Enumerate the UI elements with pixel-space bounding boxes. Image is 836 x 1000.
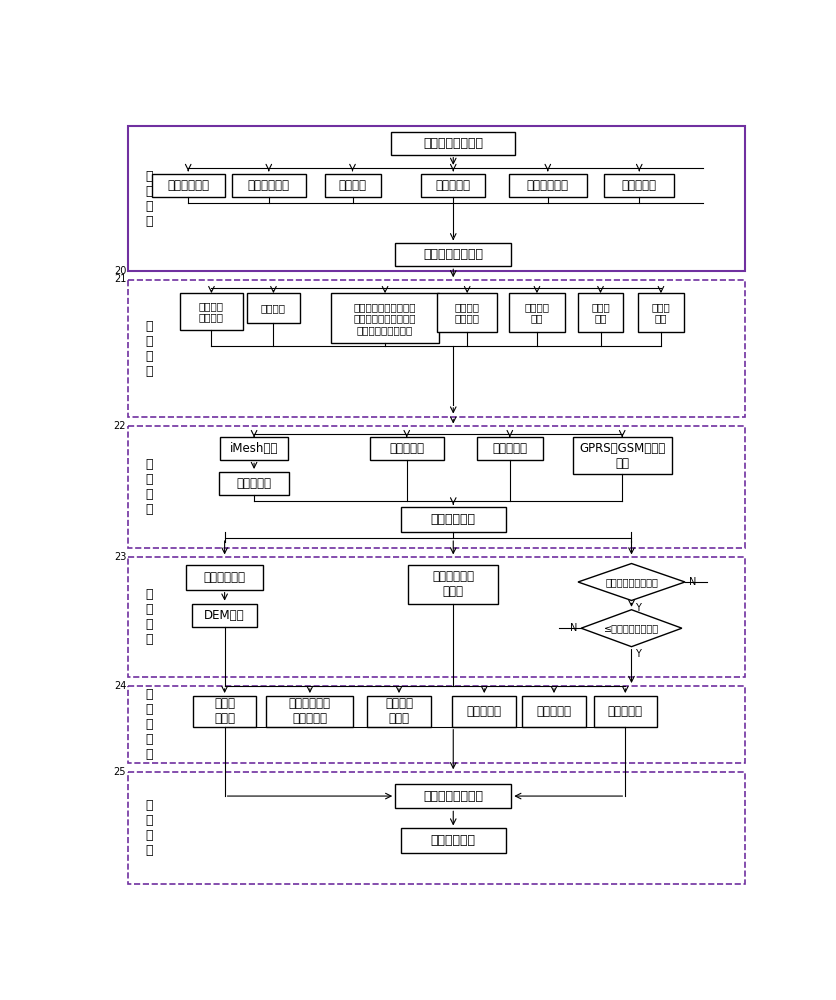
Bar <box>400 828 506 853</box>
Bar <box>324 174 381 197</box>
Text: 绿色指示灯: 绿色指示灯 <box>537 705 572 718</box>
Bar <box>220 437 288 460</box>
Bar <box>604 174 674 197</box>
Text: 监测因子数据
变化曲线图: 监测因子数据 变化曲线图 <box>289 697 331 725</box>
Text: 监测因子
数据表: 监测因子 数据表 <box>385 697 413 725</box>
Bar <box>594 696 657 727</box>
Text: 实验实
时视频: 实验实 时视频 <box>214 697 235 725</box>
Bar <box>408 565 498 604</box>
Text: 宽带中继站: 宽带中继站 <box>237 477 272 490</box>
Text: DEM制作: DEM制作 <box>204 609 245 622</box>
Bar <box>452 696 516 727</box>
Bar <box>247 293 300 323</box>
Text: 红色指示灯: 红色指示灯 <box>608 705 643 718</box>
Bar <box>192 604 257 627</box>
Text: Y: Y <box>635 603 640 613</box>
Text: 无线电传输: 无线电传输 <box>492 442 528 455</box>
Text: 数据采集器: 数据采集器 <box>390 442 424 455</box>
Text: 降雨装置布设: 降雨装置布设 <box>167 179 209 192</box>
Bar <box>522 696 586 727</box>
Text: 模拟实验平台搭建: 模拟实验平台搭建 <box>423 137 483 150</box>
Bar <box>509 293 565 332</box>
Text: 21: 21 <box>114 274 126 284</box>
Bar <box>477 437 543 460</box>
Text: 数
据
传
输: 数 据 传 输 <box>145 458 152 516</box>
Text: 雨量计
数据: 雨量计 数据 <box>591 302 610 323</box>
Bar <box>391 132 515 155</box>
Bar <box>367 696 431 727</box>
Text: 24: 24 <box>114 681 126 691</box>
Text: 数
据
采
集: 数 据 采 集 <box>145 320 152 378</box>
Bar <box>128 126 745 271</box>
Bar <box>219 472 289 495</box>
Bar <box>128 772 745 884</box>
Text: 数据生成（实时）: 数据生成（实时） <box>423 248 483 261</box>
Bar <box>638 293 684 332</box>
Bar <box>578 293 623 332</box>
Text: 实
验
构
建: 实 验 构 建 <box>145 170 152 228</box>
Text: iMesh传输: iMesh传输 <box>230 442 278 455</box>
Text: N: N <box>689 577 696 587</box>
Polygon shape <box>581 610 682 647</box>
Bar <box>370 437 444 460</box>
Bar <box>128 686 745 763</box>
Bar <box>395 243 512 266</box>
Text: 地下排水设置: 地下排水设置 <box>247 179 290 192</box>
Text: Y: Y <box>635 649 640 659</box>
Text: 摄影测量
影像数据: 摄影测量 影像数据 <box>199 301 224 323</box>
Text: 数
据
处
理: 数 据 处 理 <box>145 588 152 646</box>
Bar <box>395 784 512 808</box>
Text: 20: 20 <box>114 266 126 276</box>
Bar <box>509 174 587 197</box>
Bar <box>193 696 257 727</box>
Text: 气象站
数据: 气象站 数据 <box>651 302 670 323</box>
Text: 高速相机安装: 高速相机安装 <box>527 179 568 192</box>
Text: 数据接收中心: 数据接收中心 <box>431 513 476 526</box>
Polygon shape <box>578 564 685 600</box>
Bar <box>186 565 263 590</box>
Text: 滑
坡
预
警: 滑 坡 预 警 <box>145 799 152 857</box>
Bar <box>437 293 497 332</box>
Text: ≤传感器数据阈值？: ≤传感器数据阈值？ <box>604 623 659 633</box>
Text: 录像机安装: 录像机安装 <box>622 179 657 192</box>
Bar <box>128 557 745 677</box>
Bar <box>180 293 243 330</box>
Bar <box>128 426 745 548</box>
Text: 传感器接收到数据？: 传感器接收到数据？ <box>605 577 658 587</box>
Text: 23: 23 <box>114 552 126 562</box>
Text: 多源数据集成分析: 多源数据集成分析 <box>423 790 483 803</box>
Text: 25: 25 <box>114 767 126 777</box>
Bar <box>331 293 439 343</box>
Text: 黄色指示灯: 黄色指示灯 <box>466 705 502 718</box>
Text: N: N <box>569 623 577 633</box>
Text: 数
据
可
视
化: 数 据 可 视 化 <box>145 688 152 761</box>
Text: 现场视频: 现场视频 <box>261 303 286 313</box>
Text: 滑坡监测因子
的提取: 滑坡监测因子 的提取 <box>432 570 474 598</box>
Bar <box>232 174 306 197</box>
Text: 滑坡预警模型: 滑坡预警模型 <box>431 834 476 847</box>
Bar <box>421 174 485 197</box>
Text: 摄影测量影像: 摄影测量影像 <box>204 571 246 584</box>
Text: 22: 22 <box>114 421 126 431</box>
Bar <box>573 437 672 474</box>
Bar <box>267 696 354 727</box>
Bar <box>400 507 506 532</box>
Text: 温湿度传
感器数据: 温湿度传 感器数据 <box>455 302 480 323</box>
Bar <box>152 174 226 197</box>
Text: 土层设置: 土层设置 <box>339 179 366 192</box>
Text: GPRS、GSM、串口
传输: GPRS、GSM、串口 传输 <box>579 442 665 470</box>
Bar <box>128 280 745 417</box>
Text: 传感器埋设: 传感器埋设 <box>436 179 471 192</box>
Text: 加速度计
数据: 加速度计 数据 <box>524 302 549 323</box>
Text: 孔隙水压力计，土压力
计，渗压计，位移计，
倾斜仪，裂缝计数据: 孔隙水压力计，土压力 计，渗压计，位移计， 倾斜仪，裂缝计数据 <box>354 302 416 335</box>
